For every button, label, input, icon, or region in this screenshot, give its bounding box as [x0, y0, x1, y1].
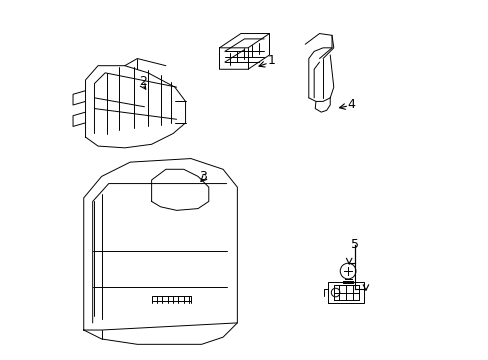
Text: 5: 5	[350, 238, 359, 251]
Text: 3: 3	[199, 170, 207, 183]
Text: 2: 2	[139, 75, 146, 88]
Text: 1: 1	[267, 54, 275, 67]
Text: 4: 4	[347, 99, 355, 112]
